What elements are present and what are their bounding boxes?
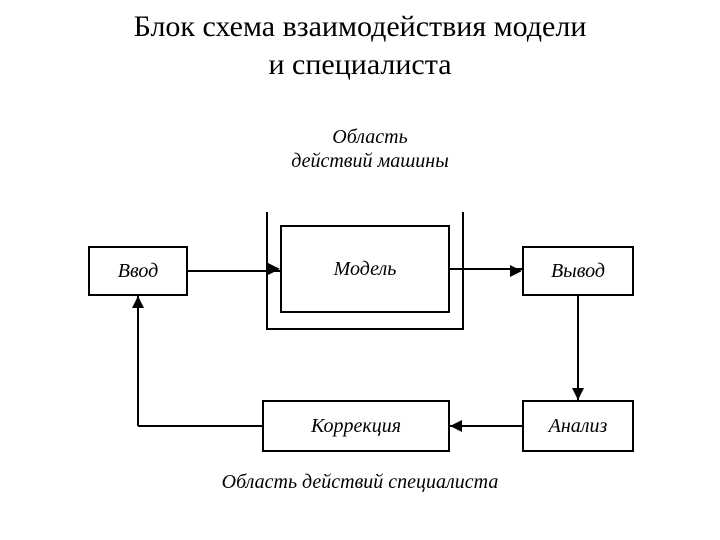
machine-area-line2: действий машины [270, 149, 470, 173]
correct-label: Коррекция [311, 415, 401, 438]
page-title: Блок схема взаимодействия модели и специ… [0, 8, 720, 83]
title-line1: Блок схема взаимодействия модели [0, 8, 720, 46]
input-box: Ввод [88, 246, 188, 296]
machine-area-line1: Область [270, 125, 470, 149]
machine-area-label: Область действий машины [270, 125, 470, 173]
output-label: Вывод [551, 260, 605, 283]
analyze-label: Анализ [549, 415, 608, 438]
model-box: Модель [280, 225, 450, 313]
analyze-box: Анализ [522, 400, 634, 452]
correct-box: Коррекция [262, 400, 450, 452]
specialist-area-label: Область действий специалиста [170, 470, 550, 494]
input-label: Ввод [118, 260, 159, 283]
title-line2: и специалиста [0, 46, 720, 84]
specialist-area-text: Область действий специалиста [222, 471, 499, 493]
model-label: Модель [334, 258, 397, 281]
output-box: Вывод [522, 246, 634, 296]
